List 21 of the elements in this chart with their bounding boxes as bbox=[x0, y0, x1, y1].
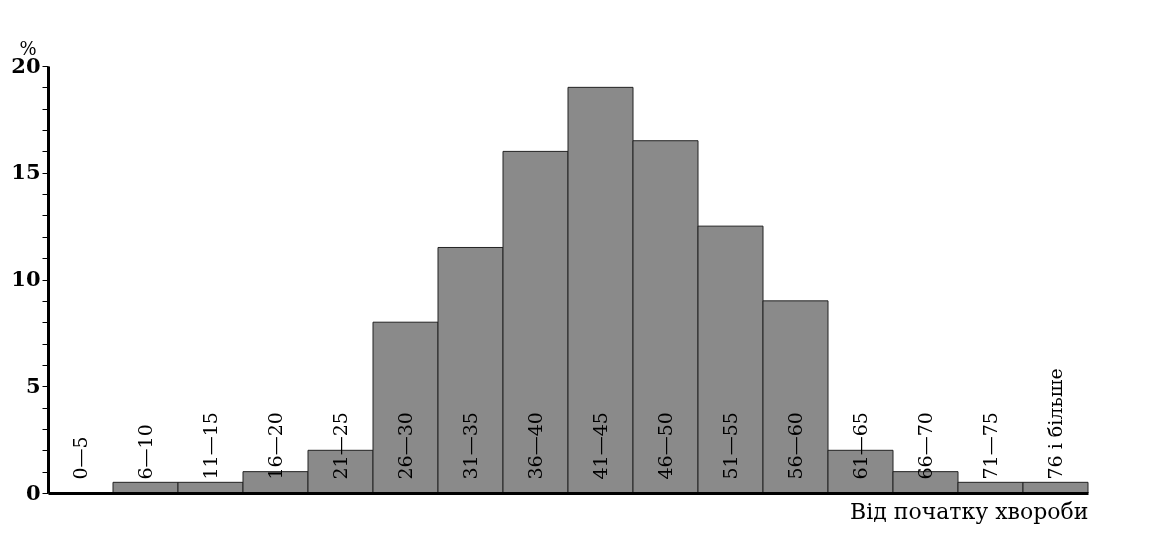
x-tick-label: 31—35 bbox=[458, 412, 481, 480]
x-axis-title: Від початку хвороби bbox=[850, 498, 1089, 524]
y-tick-label: 0 bbox=[25, 479, 41, 505]
x-tick-label: 66—70 bbox=[913, 412, 936, 480]
x-tick-label: 0—5 bbox=[68, 436, 91, 480]
x-tick-label: 46—50 bbox=[653, 412, 676, 480]
x-tick-label: 6—10 bbox=[133, 424, 156, 480]
x-tick-label: 56—60 bbox=[783, 412, 806, 480]
x-tick-label: 71—75 bbox=[978, 412, 1001, 480]
y-tick-label: 15 bbox=[11, 159, 41, 185]
x-tick-label: 26—30 bbox=[393, 412, 416, 480]
x-tick-label: 16—20 bbox=[263, 412, 286, 480]
x-tick-label: 36—40 bbox=[523, 412, 546, 480]
x-tick-label: 61—65 bbox=[848, 412, 871, 480]
x-tick-label: 21—25 bbox=[328, 412, 351, 480]
y-tick-label: 5 bbox=[25, 372, 41, 398]
x-tick-label: 11—15 bbox=[198, 412, 221, 480]
y-tick-label: 10 bbox=[11, 266, 41, 291]
x-tick-label: 76 і більше bbox=[1043, 368, 1066, 480]
x-tick-label: 41—45 bbox=[588, 412, 611, 480]
x-tick-label: 51—55 bbox=[718, 412, 741, 480]
